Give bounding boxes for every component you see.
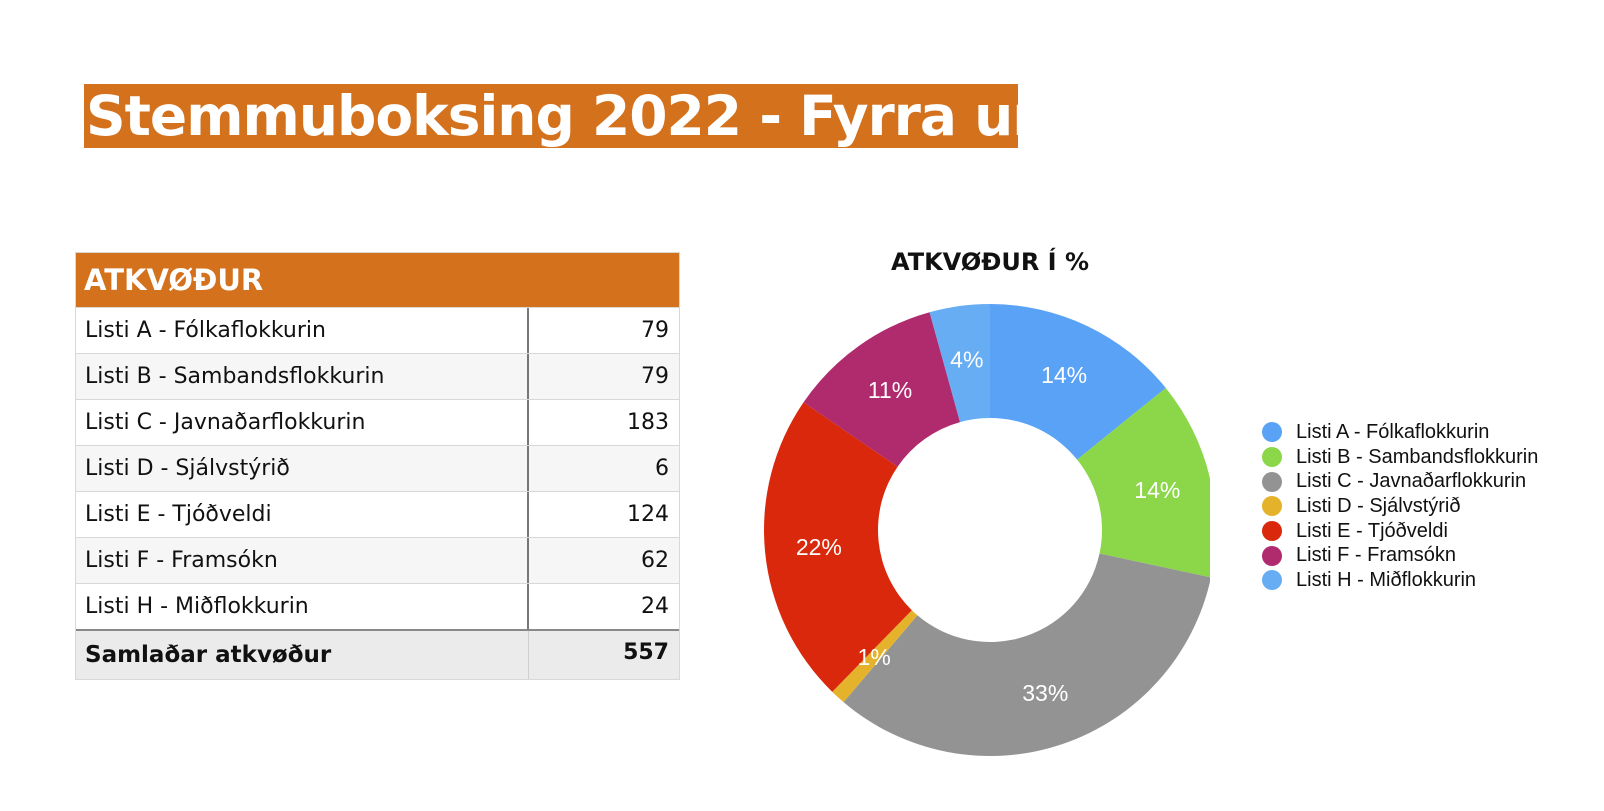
legend-label: Listi C - Javnaðarflokkurin bbox=[1296, 470, 1527, 493]
table-row: Listi C - Javnaðarflokkurin 183 bbox=[76, 399, 679, 445]
legend-swatch bbox=[1262, 471, 1282, 492]
slice-label: 11% bbox=[868, 377, 912, 403]
donut-slice bbox=[764, 402, 912, 692]
legend-item: Listi A - Fólkaflokkurin bbox=[1262, 420, 1538, 445]
legend-item: Listi D - Sjálvstýrið bbox=[1262, 494, 1538, 519]
donut-slice bbox=[843, 553, 1210, 757]
legend-label: Listi A - Fólkaflokkurin bbox=[1296, 420, 1490, 443]
table-row-value: 183 bbox=[627, 410, 669, 435]
table-row-name: Listi F - Framsókn bbox=[76, 538, 529, 583]
legend-item: Listi E - Tjóðveldi bbox=[1262, 519, 1538, 544]
table-row: Listi D - Sjálvstýrið 6 bbox=[76, 445, 679, 491]
slice-label: 14% bbox=[1134, 477, 1180, 503]
table-header: ATKVØÐUR bbox=[76, 253, 679, 307]
table-total-label: Samlaðar atkvøður bbox=[76, 631, 529, 679]
table-row-value: 6 bbox=[655, 456, 669, 481]
chart-legend: Listi A - Fólkaflokkurin Listi B - Samban… bbox=[1262, 420, 1538, 593]
slice-label: 22% bbox=[796, 534, 842, 560]
vote-table: ATKVØÐUR Listi A - Fólkaflokkurin 79 Lis… bbox=[75, 252, 680, 680]
slice-label: 1% bbox=[858, 644, 891, 670]
table-row-name: Listi C - Javnaðarflokkurin bbox=[76, 400, 529, 445]
table-row-name: Listi E - Tjóðveldi bbox=[76, 492, 529, 537]
table-row-value: 62 bbox=[641, 548, 669, 573]
table-row-value: 79 bbox=[641, 318, 669, 343]
donut-slice bbox=[803, 312, 961, 467]
legend-label: Listi B - Sambandsflokkurin bbox=[1296, 445, 1539, 468]
legend-swatch bbox=[1262, 447, 1282, 468]
legend-item: Listi F - Framsókn bbox=[1262, 543, 1538, 568]
donut-chart: 14% 14% 33% 1% 22% 11% 4% bbox=[764, 304, 1210, 757]
table-row: Listi E - Tjóðveldi 124 bbox=[76, 491, 679, 537]
legend-swatch bbox=[1262, 496, 1282, 517]
legend-swatch bbox=[1262, 521, 1282, 542]
table-row: Listi H - Miðflokkurin 24 bbox=[76, 583, 679, 629]
donut-slice bbox=[929, 304, 990, 423]
table-row-name: Listi A - Fólkaflokkurin bbox=[76, 308, 529, 353]
table-total-row: Samlaðar atkvøður 557 bbox=[76, 629, 679, 679]
table-row: Listi B - Sambandsflokkurin 79 bbox=[76, 353, 679, 399]
table-row: Listi F - Framsókn 62 bbox=[76, 537, 679, 583]
title-bar: Stemmuboksing 2022 - Fyrra umfar bbox=[84, 84, 1155, 148]
legend-label: Listi H - Miðflokkurin bbox=[1296, 568, 1477, 591]
chart-title: ATKVØÐUR Í % bbox=[891, 248, 1089, 276]
legend-swatch bbox=[1262, 422, 1282, 443]
legend-item: Listi H - Miðflokkurin bbox=[1262, 568, 1538, 593]
slice-label: 4% bbox=[950, 347, 983, 373]
table-row-value: 124 bbox=[627, 502, 669, 527]
slice-label: 33% bbox=[1022, 680, 1068, 706]
table-row: Listi A - Fólkaflokkurin 79 bbox=[76, 307, 679, 353]
donut-slice bbox=[1077, 387, 1210, 578]
table-row-name: Listi H - Miðflokkurin bbox=[76, 584, 529, 629]
table-row-value: 24 bbox=[641, 594, 669, 619]
legend-item: Listi B - Sambandsflokkurin bbox=[1262, 445, 1538, 470]
legend-label: Listi D - Sjálvstýrið bbox=[1296, 494, 1461, 517]
donut-slice bbox=[990, 304, 1166, 460]
legend-label: Listi E - Tjóðveldi bbox=[1296, 519, 1448, 542]
page-title: Stemmuboksing 2022 - Fyrra umfar bbox=[86, 84, 1155, 148]
slice-label: 14% bbox=[1041, 362, 1087, 388]
legend-item: Listi C - Javnaðarflokkurin bbox=[1262, 469, 1538, 494]
table-total-value: 557 bbox=[623, 640, 669, 665]
table-row-value: 79 bbox=[641, 364, 669, 389]
table-row-name: Listi D - Sjálvstýrið bbox=[76, 446, 529, 491]
legend-swatch bbox=[1262, 545, 1282, 566]
legend-swatch bbox=[1262, 570, 1282, 591]
donut-slice bbox=[832, 610, 918, 703]
table-row-name: Listi B - Sambandsflokkurin bbox=[76, 354, 529, 399]
legend-label: Listi F - Framsókn bbox=[1296, 544, 1457, 567]
